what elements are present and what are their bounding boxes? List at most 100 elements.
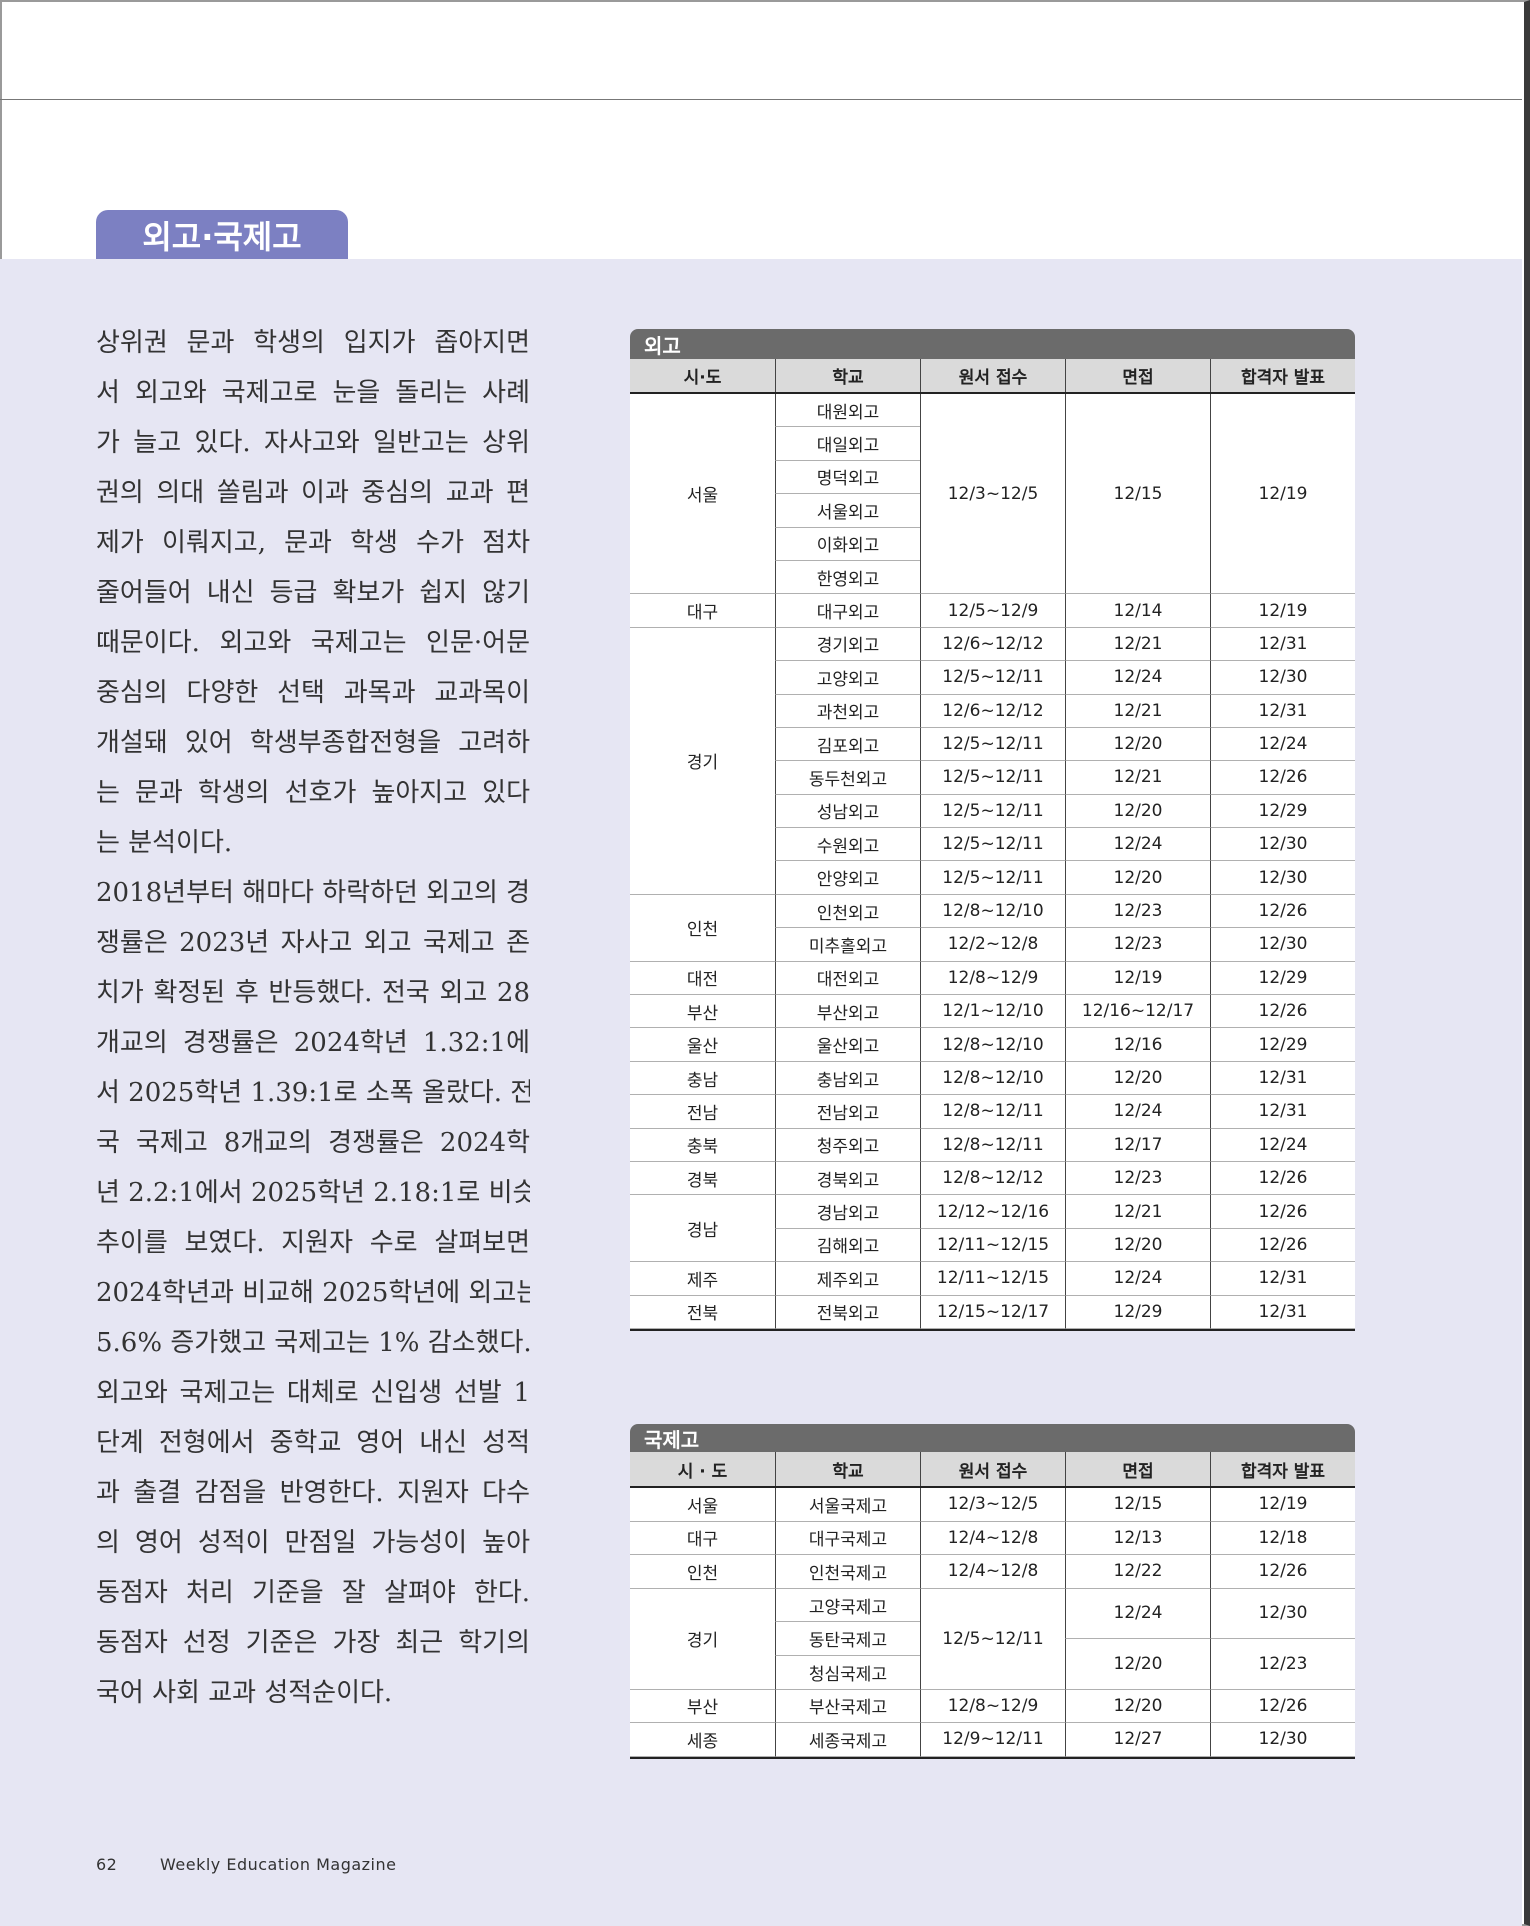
table-cell: 12/8~12/10 [920,1028,1065,1062]
text-line: 의 영어 성적이 만점일 가능성이 높아 [96,1528,530,1558]
table-cell: 대구 [630,1522,775,1556]
table-cell: 12/16 [1065,1028,1210,1062]
table-cell: 12/24 [1210,1128,1355,1162]
table-cell: 12/21 [1065,761,1210,795]
table-cell: 12/23 [1065,894,1210,929]
table-cell: 전북외고 [775,1295,920,1329]
table-cell: 충북 [630,1129,775,1162]
text-line: 2024학년과 비교해 2025학년에 외고는 [96,1278,530,1308]
table-cell: 12/5~12/11 [920,661,1065,695]
text-line: 서 외고와 국제고로 눈을 돌리는 사례 [96,378,530,408]
table-cell: 12/4~12/8 [920,1555,1065,1589]
table-cell: 김해외고 [775,1228,920,1263]
text-line: 권의 의대 쏠림과 이과 중심의 교과 편 [96,478,530,508]
table-cell: 12/5~12/11 [920,1588,1065,1690]
table-cell: 12/19 [1210,1488,1355,1522]
table-cell: 12/30 [1210,861,1355,895]
text-line: 동점자 처리 기준을 잘 살펴야 한다. [96,1578,530,1608]
table-cell: 12/21 [1065,627,1210,662]
table-cell: 12/24 [1065,1588,1210,1640]
table-cell: 12/2~12/8 [920,928,1065,962]
table-cell: 12/20 [1065,1228,1210,1263]
table-body: 서울 서울국제고 12/3~12/5 12/15 12/19 대구 대구국제고 12/4~12… [630,1488,1355,1759]
table-cell: 경기외고 [775,627,920,662]
table-cell: 12/19 [1065,961,1210,996]
table-cell: 세종 [630,1723,775,1757]
text-line: 가 늘고 있다. 자사고와 일반고는 상위 [96,428,530,458]
paragraph: 외고와 국제고는 대체로 신입생 선발 1 단계 전형에서 중학교 영어 내신 성… [96,1368,530,1718]
table-cell: 대전외고 [775,961,920,996]
table: 외고 시·도 학교 원서 접수 면접 합격자 발표 서울 대원외고 12/3~12/5 12/15… [630,329,1355,1331]
text-line: 상위권 문과 학생의 입지가 좁아지면 [96,328,530,358]
table-cell: 경남외고 [775,1195,920,1229]
table-cell: 12/26 [1210,1689,1355,1724]
table-cell: 인천 [630,1555,775,1589]
table-cell: 12/8~12/9 [920,961,1065,996]
column-header: 원서 접수 [920,359,1065,392]
table-cell: 12/5~12/11 [920,727,1065,762]
table-cell: 12/15 [1065,1488,1210,1522]
column-header: 합격자 발표 [1210,359,1355,392]
table-cell: 12/20 [1065,727,1210,762]
table-cell: 12/24 [1210,727,1355,762]
column-header: 면접 [1065,1452,1210,1486]
table-cell: 대일외고 [775,427,920,461]
table-cell: 12/6~12/12 [920,627,1065,662]
table-cell: 12/31 [1210,1295,1355,1329]
table-cell: 12/26 [1210,995,1355,1029]
table-cell: 경남 [630,1195,775,1263]
table-cell: 성남외고 [775,794,920,829]
text-line: 동점자 선정 기준은 가장 최근 학기의 [96,1628,530,1658]
table-cell: 청주외고 [775,1128,920,1162]
table-cell: 12/31 [1210,627,1355,662]
table-cell: 대구국제고 [775,1521,920,1556]
table-cell: 부산 [630,1690,775,1724]
table-cell: 12/20 [1065,1689,1210,1724]
text-line: 개설돼 있어 학생부종합전형을 고려하 [96,728,530,758]
table-cell: 12/5~12/11 [920,861,1065,895]
paragraph: 2018년부터 해마다 하락하던 외고의 경 쟁률은 2023년 자사고 외고 국… [96,868,530,1368]
table-cell: 인천 [630,895,775,962]
section-tab: 외고·국제고 [96,210,348,259]
table-cell: 12/21 [1065,694,1210,728]
table-cell: 서울외고 [775,494,920,528]
table-cell: 12/22 [1065,1555,1210,1589]
table-cell: 12/30 [1210,928,1355,962]
table-cell: 12/11~12/15 [920,1262,1065,1296]
table-cell: 12/5~12/11 [920,828,1065,862]
table-cell: 울산외고 [775,1028,920,1062]
column-header: 시 · 도 [677,1461,728,1482]
table-cell: 12/24 [1065,661,1210,695]
table-header: 시·도 학교 원서 접수 면접 합격자 발표 [630,359,1355,394]
table-cell: 서울 [630,394,775,595]
table-cell: 12/30 [1210,1588,1355,1640]
text-line: 서 2025학년 1.39:1로 소폭 올랐다. 전 [96,1078,530,1108]
table-cell: 12/23 [1210,1639,1355,1690]
table-cell: 12/12~12/16 [920,1195,1065,1229]
table-cell: 제주 [630,1262,775,1296]
table-cell: 충남외고 [775,1061,920,1096]
table-cell: 울산 [630,1028,775,1062]
text-line: 개교의 경쟁률은 2024학년 1.32:1에 [96,1028,530,1058]
table-cell: 12/26 [1210,894,1355,929]
table-cell: 12/30 [1210,661,1355,695]
table-cell: 청심국제고 [775,1655,920,1690]
table-cell: 12/9~12/11 [920,1723,1065,1757]
table-cell: 12/14 [1065,594,1210,628]
table-cell: 12/20 [1065,1639,1210,1690]
table-cell: 인천외고 [775,894,920,929]
top-rule [0,99,1522,100]
table-cell: 12/26 [1210,1161,1355,1196]
table-cell: 12/24 [1065,1262,1210,1296]
table-cell: 12/20 [1065,1061,1210,1096]
table-cell: 12/26 [1210,1228,1355,1263]
table-cell: 세종국제고 [775,1723,920,1757]
table-cell: 경북외고 [775,1161,920,1196]
table-cell: 12/20 [1065,794,1210,829]
table-cell: 미추홀외고 [775,928,920,962]
text-line: 치가 확정된 후 반등했다. 전국 외고 28 [96,978,530,1008]
column-header: 면접 [1065,359,1210,392]
table-cell: 대구외고 [775,594,920,628]
